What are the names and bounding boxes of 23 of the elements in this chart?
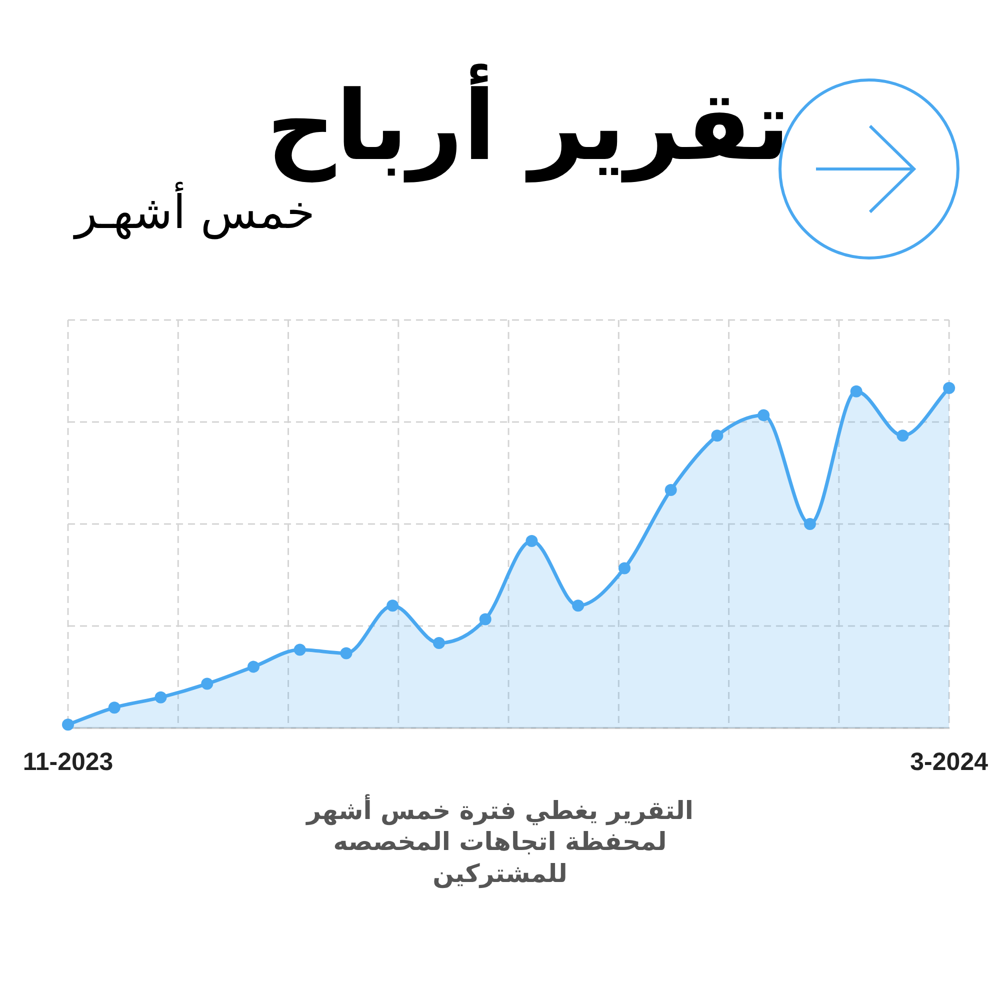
- point: [340, 647, 352, 660]
- point: [572, 600, 584, 612]
- point: [62, 718, 74, 731]
- point: [386, 600, 399, 612]
- point: [294, 644, 306, 656]
- point: [850, 385, 862, 398]
- point: [526, 535, 538, 547]
- point: [664, 484, 677, 496]
- point: [618, 562, 630, 574]
- point: [154, 691, 167, 704]
- point: [943, 382, 956, 394]
- point: [479, 613, 492, 626]
- text: التقرير يغطي فترة خمس أشهر لمحفظة اتجاهات المخصصه للمشتركين: [304, 795, 694, 889]
- point: [711, 430, 724, 442]
- x-tick-label: 3-2024: [910, 748, 988, 776]
- point: [758, 409, 770, 422]
- point: [804, 518, 816, 530]
- point: [432, 637, 445, 649]
- x-tick-label: 11-2023: [22, 748, 114, 776]
- point: [896, 430, 909, 442]
- point: [108, 702, 120, 714]
- point: [201, 678, 214, 690]
- point: [247, 660, 260, 673]
